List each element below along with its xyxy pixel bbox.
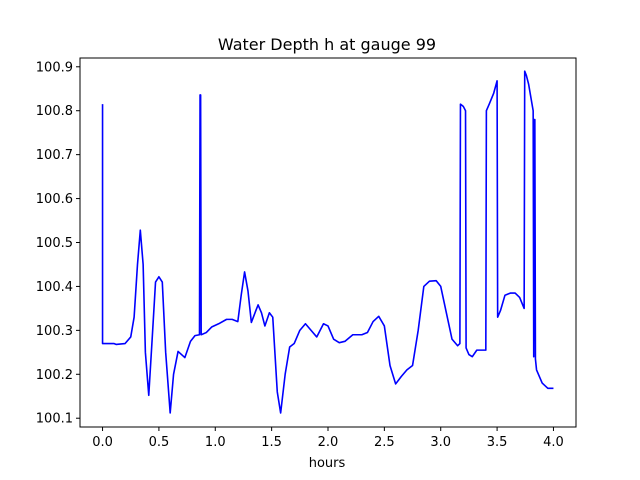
plot-frame xyxy=(79,57,577,428)
x-axis: 0.0 0.5 1.0 1.5 2.0 2.5 3.0 3.5 4.0 xyxy=(92,427,564,450)
x-tick-label: 0.5 xyxy=(149,435,170,450)
x-tick-label: 0.0 xyxy=(92,435,113,450)
y-tick-label: 100.2 xyxy=(36,368,73,383)
y-tick-label: 100.3 xyxy=(36,324,73,339)
series-layer xyxy=(101,70,554,414)
series-line-0 xyxy=(101,70,554,414)
x-tick-label: 3.5 xyxy=(487,435,508,450)
y-tick-label: 100.6 xyxy=(36,192,73,207)
x-tick-label: 4.0 xyxy=(543,435,564,450)
y-tick-label: 100.7 xyxy=(36,148,73,163)
x-axis-label: hours xyxy=(309,456,346,471)
y-tick-label: 100.5 xyxy=(36,236,73,251)
y-tick-label: 100.9 xyxy=(36,60,73,75)
x-tick-label: 3.0 xyxy=(430,435,451,450)
y-tick-label: 100.1 xyxy=(36,412,73,427)
y-tick-label: 100.4 xyxy=(36,280,73,295)
x-tick-label: 1.0 xyxy=(205,435,226,450)
x-tick-label: 2.5 xyxy=(374,435,395,450)
x-tick-label: 2.0 xyxy=(318,435,339,450)
y-tick-label: 100.8 xyxy=(36,104,73,119)
x-tick-label: 1.5 xyxy=(261,435,282,450)
chart-title: Water Depth h at gauge 99 xyxy=(218,35,436,54)
y-axis: 100.1 100.2 100.3 100.4 100.5 100.6 100.7 100.8… xyxy=(36,60,80,427)
